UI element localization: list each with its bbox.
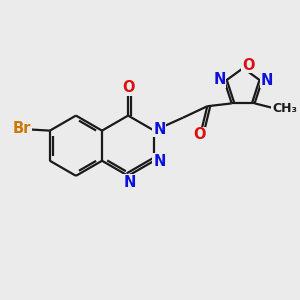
Text: N: N: [213, 72, 226, 87]
Text: Br: Br: [13, 121, 31, 136]
Text: O: O: [122, 80, 134, 95]
Text: N: N: [261, 73, 273, 88]
Text: N: N: [153, 154, 166, 169]
Text: CH₃: CH₃: [272, 102, 297, 115]
Text: N: N: [123, 175, 136, 190]
Text: N: N: [153, 122, 166, 137]
Text: O: O: [193, 128, 206, 142]
Text: O: O: [242, 58, 255, 73]
